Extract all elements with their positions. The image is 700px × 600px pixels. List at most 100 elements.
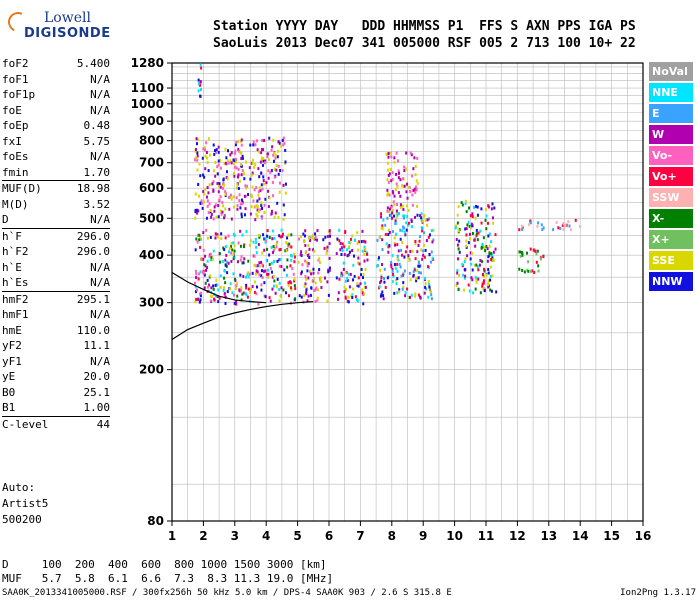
echo-point bbox=[217, 288, 220, 292]
echo-point bbox=[342, 267, 345, 271]
echo-point bbox=[417, 276, 420, 280]
echo-point bbox=[387, 152, 390, 156]
echo-point bbox=[478, 263, 481, 267]
echo-point bbox=[300, 270, 303, 274]
echo-point bbox=[286, 242, 289, 246]
echo-point bbox=[233, 151, 236, 155]
echo-point bbox=[199, 80, 202, 84]
echo-point bbox=[217, 204, 220, 208]
echo-point bbox=[314, 300, 317, 304]
echo-point bbox=[237, 147, 240, 151]
echo-point bbox=[202, 147, 205, 151]
echo-point bbox=[271, 237, 274, 241]
echo-point bbox=[423, 213, 426, 217]
echo-point bbox=[235, 160, 238, 164]
echo-point bbox=[467, 283, 470, 287]
echo-point bbox=[206, 259, 209, 263]
echo-point bbox=[257, 243, 260, 247]
echo-point bbox=[232, 171, 235, 175]
echo-point bbox=[240, 151, 243, 155]
echo-point bbox=[480, 207, 483, 211]
echo-point bbox=[284, 148, 287, 152]
echo-point bbox=[537, 264, 540, 268]
echo-point bbox=[394, 243, 397, 247]
echo-point bbox=[273, 167, 276, 171]
echo-point bbox=[390, 261, 393, 265]
echo-point bbox=[376, 238, 379, 242]
echo-point bbox=[200, 257, 203, 261]
param-row: fmin 1.70 bbox=[2, 165, 110, 181]
echo-point bbox=[279, 168, 282, 172]
echo-point bbox=[381, 227, 384, 231]
echo-point bbox=[465, 244, 468, 248]
echo-point bbox=[386, 178, 389, 182]
echo-point bbox=[230, 197, 233, 201]
echo-point bbox=[309, 238, 312, 242]
echo-point bbox=[423, 231, 426, 235]
echo-point bbox=[470, 222, 473, 226]
echo-point bbox=[479, 291, 482, 295]
echo-point bbox=[477, 268, 480, 272]
param-label: foF1 bbox=[2, 72, 29, 86]
echo-point bbox=[484, 218, 487, 222]
echo-point bbox=[346, 279, 349, 283]
echo-point bbox=[411, 193, 414, 197]
echo-point bbox=[246, 272, 249, 276]
echo-point bbox=[218, 182, 221, 186]
echo-point bbox=[240, 143, 243, 147]
echo-point bbox=[559, 226, 562, 230]
echo-point bbox=[230, 217, 233, 221]
echo-point bbox=[314, 232, 317, 236]
echo-point bbox=[205, 216, 208, 220]
echo-point bbox=[470, 262, 473, 266]
echo-point bbox=[314, 287, 317, 291]
echo-point bbox=[399, 228, 402, 232]
echo-point bbox=[397, 212, 400, 216]
echo-point bbox=[340, 246, 343, 250]
echo-point bbox=[230, 161, 233, 165]
param-label: yF2 bbox=[2, 339, 22, 352]
x-tick-label: 14 bbox=[572, 529, 589, 543]
echo-point bbox=[224, 190, 227, 194]
echo-point bbox=[275, 245, 278, 249]
echo-point bbox=[391, 254, 394, 258]
param-value: 0.48 bbox=[83, 119, 111, 132]
echo-point bbox=[410, 293, 413, 297]
echo-point bbox=[312, 277, 315, 281]
echo-point bbox=[475, 277, 478, 281]
echo-point bbox=[217, 163, 220, 167]
echo-point bbox=[232, 252, 235, 256]
echo-point bbox=[489, 288, 492, 292]
echo-point bbox=[261, 156, 264, 160]
echo-point bbox=[196, 233, 199, 237]
echo-point bbox=[306, 299, 309, 303]
echo-point bbox=[289, 264, 292, 268]
echo-point bbox=[384, 223, 387, 227]
echo-point bbox=[404, 233, 407, 237]
echo-point bbox=[396, 291, 399, 295]
echo-point bbox=[432, 228, 435, 232]
echo-point bbox=[303, 234, 306, 238]
echo-point bbox=[526, 251, 529, 255]
echo-point bbox=[521, 226, 524, 230]
echo-point bbox=[457, 205, 460, 209]
echo-point bbox=[241, 202, 244, 206]
echo-point bbox=[198, 194, 201, 198]
echo-point bbox=[194, 269, 197, 273]
echo-point bbox=[306, 264, 309, 268]
echo-point bbox=[209, 252, 212, 256]
echo-point bbox=[289, 280, 292, 284]
echo-point bbox=[245, 229, 248, 233]
echo-point bbox=[304, 259, 307, 263]
echo-point bbox=[209, 294, 212, 298]
echo-point bbox=[540, 223, 543, 227]
echo-point bbox=[221, 204, 224, 208]
echo-point bbox=[243, 194, 246, 198]
param-row: yE 20.0 bbox=[2, 369, 110, 385]
echo-point bbox=[306, 261, 309, 265]
param-label: foE bbox=[2, 103, 22, 117]
echo-point bbox=[476, 265, 479, 269]
echo-point bbox=[197, 78, 200, 82]
echo-point bbox=[477, 277, 480, 281]
echo-point bbox=[219, 274, 222, 278]
